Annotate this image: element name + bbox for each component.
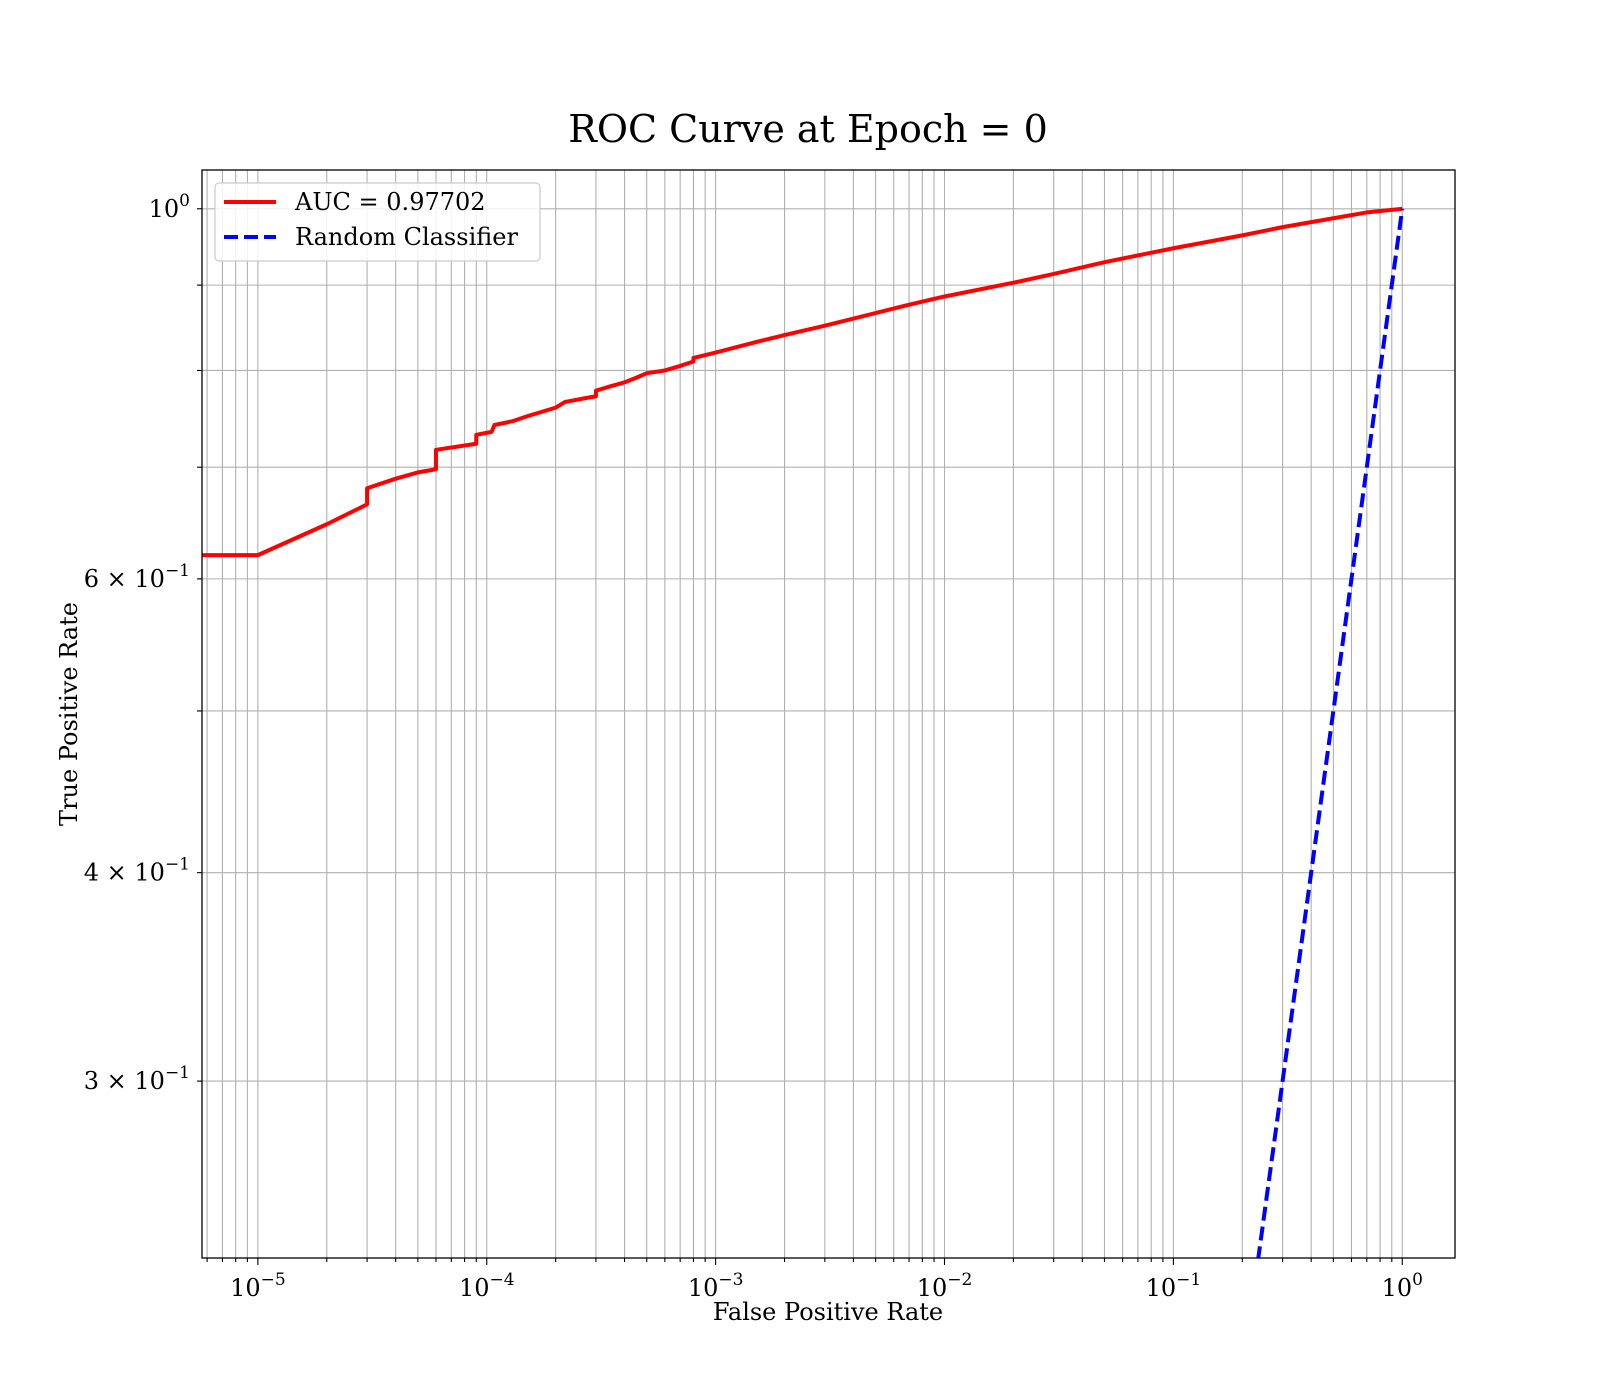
- x-tick-label-exponent: −5: [261, 1270, 286, 1290]
- y-tick-label-exponent: −1: [165, 561, 190, 581]
- x-tick-label: 10−3: [688, 1270, 744, 1302]
- x-tick-label: 10−1: [1146, 1270, 1202, 1302]
- legend: AUC = 0.97702 Random Classifier: [214, 182, 541, 262]
- series-lines: [202, 206, 1405, 1258]
- y-tick-label-mantissa: 3 ×: [84, 1067, 135, 1095]
- x-tick-label-base: 10: [230, 1274, 261, 1302]
- x-tick-labels: 10−5 10−4 10−3 10−2 10−1 100: [230, 1270, 1423, 1302]
- y-tick-label: 3 × 10−1: [84, 1063, 190, 1095]
- x-tick-label-base: 10: [917, 1274, 948, 1302]
- y-tick-label-exponent: −1: [165, 855, 190, 875]
- x-tick-label: 10−5: [230, 1270, 286, 1302]
- legend-label-random: Random Classifier: [295, 223, 518, 251]
- series-line-auc: [202, 206, 1403, 558]
- y-tick-label-mantissa: 6 ×: [84, 565, 135, 593]
- y-tick-label-mantissa: 4 ×: [84, 859, 135, 887]
- legend-box: [214, 182, 541, 262]
- y-tick-label: 4 × 10−1: [84, 855, 190, 887]
- y-tick-label-base: 10: [134, 1067, 165, 1095]
- y-tick-label-base: 10: [149, 195, 180, 223]
- x-tick-label-base: 10: [688, 1274, 719, 1302]
- y-tick-label: 100: [149, 191, 190, 223]
- x-tick-label-base: 10: [1382, 1274, 1413, 1302]
- x-tick-label-exponent: −2: [947, 1270, 972, 1290]
- x-tick-label-exponent: 0: [1412, 1270, 1423, 1290]
- legend-label-auc: AUC = 0.97702: [294, 188, 486, 216]
- x-tick-label-base: 10: [459, 1274, 490, 1302]
- chart-title: ROC Curve at Epoch = 0: [568, 107, 1048, 151]
- x-tick-label: 10−4: [459, 1270, 515, 1302]
- plot-frame: [201, 169, 1456, 1259]
- x-tick-label-exponent: −4: [489, 1270, 514, 1290]
- x-tick-label-exponent: −1: [1176, 1270, 1201, 1290]
- x-tick-label: 100: [1382, 1270, 1423, 1302]
- grid-lines: [202, 170, 1455, 1258]
- y-tick-label-exponent: −1: [165, 1063, 190, 1083]
- y-axis-label: True Positive Rate: [55, 602, 83, 826]
- series-line-random-classifier: [1256, 208, 1405, 1258]
- x-tick-label-exponent: −3: [718, 1270, 743, 1290]
- y-tick-label-exponent: 0: [179, 191, 190, 211]
- x-axis-label: False Positive Rate: [713, 1298, 943, 1326]
- x-tick-label-base: 10: [1146, 1274, 1177, 1302]
- y-tick-label-base: 10: [134, 859, 165, 887]
- axis-ticks: [197, 208, 1403, 1265]
- x-tick-label: 10−2: [917, 1270, 973, 1302]
- y-tick-label-base: 10: [134, 565, 165, 593]
- y-tick-label: 6 × 10−1: [84, 561, 190, 593]
